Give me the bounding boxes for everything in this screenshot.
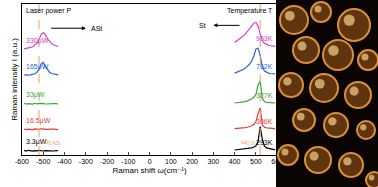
svg-text:ω​0,St​: ω​0,St​ bbox=[241, 138, 256, 146]
svg-text:200: 200 bbox=[186, 158, 198, 165]
svg-text:327K: 327K bbox=[256, 92, 273, 99]
svg-text:Raman shift ω(cm⁻¹): Raman shift ω(cm⁻¹) bbox=[113, 166, 187, 175]
svg-text:ASt: ASt bbox=[91, 25, 102, 32]
svg-text:Temperature T: Temperature T bbox=[227, 7, 273, 15]
svg-text:300: 300 bbox=[208, 158, 220, 165]
svg-text:293K: 293K bbox=[256, 139, 273, 146]
svg-text:Raman intensity I (a.u.): Raman intensity I (a.u.) bbox=[10, 38, 19, 121]
svg-text:953K: 953K bbox=[256, 35, 273, 42]
svg-text:762K: 762K bbox=[256, 63, 273, 70]
svg-text:-300: -300 bbox=[79, 158, 93, 165]
svg-text:St: St bbox=[199, 22, 206, 29]
svg-text:-500: -500 bbox=[36, 158, 50, 165]
svg-text:-100: -100 bbox=[121, 158, 135, 165]
svg-text:400: 400 bbox=[229, 158, 241, 165]
svg-text:100: 100 bbox=[165, 158, 177, 165]
svg-text:-400: -400 bbox=[58, 158, 72, 165]
svg-text:ω​0,ASt​: ω​0,ASt​ bbox=[43, 138, 61, 146]
svg-text:330μW: 330μW bbox=[26, 37, 49, 45]
svg-text:-200: -200 bbox=[100, 158, 114, 165]
svg-text:500: 500 bbox=[250, 158, 262, 165]
svg-text:16.5μW: 16.5μW bbox=[26, 117, 51, 125]
svg-text:0: 0 bbox=[148, 158, 152, 165]
svg-text:306K: 306K bbox=[256, 118, 273, 125]
svg-text:Laser power P: Laser power P bbox=[26, 7, 71, 15]
svg-text:33μW: 33μW bbox=[26, 91, 45, 99]
svg-text:-600: -600 bbox=[15, 158, 29, 165]
svg-text:3.3μW: 3.3μW bbox=[26, 138, 47, 146]
svg-text:165μW: 165μW bbox=[26, 63, 49, 71]
